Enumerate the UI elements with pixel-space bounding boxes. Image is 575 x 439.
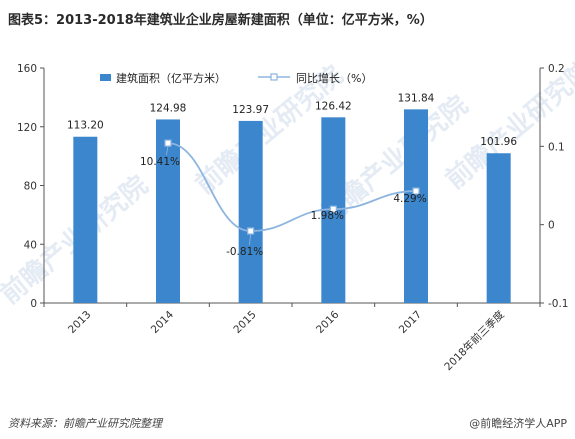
line-value-label: 10.41%	[140, 156, 180, 168]
growth-line-path	[167, 142, 417, 232]
y-right-tick-label: -0.1	[548, 298, 569, 310]
y-left-tick-label: 160	[17, 63, 37, 75]
legend: 建筑面积（亿平方米） 同比增长（%）	[100, 71, 372, 85]
x-tick-label: 2016	[314, 308, 342, 336]
y-left-tick-label: 80	[24, 181, 37, 193]
line-label-leader	[249, 233, 252, 246]
bar-value-label: 131.84	[398, 92, 435, 104]
y-right-tick-label: 0.2	[548, 63, 565, 75]
bar	[156, 119, 180, 303]
legend-label-bar: 建筑面积（亿平方米）	[116, 71, 226, 85]
y-right-tick-label: 0.1	[548, 141, 565, 153]
y-right-tick-label: 0	[548, 220, 555, 232]
bar	[238, 120, 263, 303]
line-marker	[247, 227, 255, 235]
y-left-tick-label: 0	[30, 298, 37, 310]
bar	[404, 109, 428, 303]
line-marker	[164, 139, 172, 147]
bar-value-label: 101.96	[480, 136, 517, 148]
y-left-tick-label: 40	[24, 239, 37, 251]
line-value-label: -0.81%	[226, 246, 263, 258]
x-tick-label: 2014	[149, 308, 177, 336]
x-tick-label: 2013	[66, 309, 93, 336]
growth-line	[164, 139, 420, 246]
chart-title: 图表5：2013-2018年建筑业企业房屋新建面积（单位：亿平方米，%）	[8, 13, 433, 28]
line-marker	[412, 187, 420, 195]
source-note: 资料来源：前瞻产业研究院整理	[8, 417, 162, 430]
line-marker	[329, 205, 337, 213]
y-left-tick-label: 120	[17, 122, 37, 134]
bar	[73, 136, 98, 303]
legend-label-line: 同比增长（%）	[296, 71, 372, 85]
bars	[73, 109, 511, 304]
line-label-leader	[166, 146, 169, 156]
legend-swatch-marker	[270, 73, 278, 81]
bar-value-label: 124.98	[150, 102, 187, 114]
bar-value-label: 113.20	[67, 120, 104, 132]
bar	[486, 153, 511, 303]
x-tick-label: 2018年前三季度	[442, 308, 508, 374]
legend-swatch-bar	[100, 74, 111, 81]
bar-value-label: 123.97	[232, 104, 269, 116]
line-value-label: 4.29%	[393, 193, 426, 205]
bar-value-label: 126.42	[315, 100, 352, 112]
x-tick-label: 2015	[231, 309, 258, 336]
brand-credit: @前瞻经济学人APP	[469, 417, 567, 430]
line-value-label: 1.98%	[311, 210, 344, 222]
x-tick-label: 2017	[397, 309, 424, 336]
data-labels: 113.20 124.98 123.97 126.42 131.84 101.96 10.4…	[67, 92, 517, 258]
